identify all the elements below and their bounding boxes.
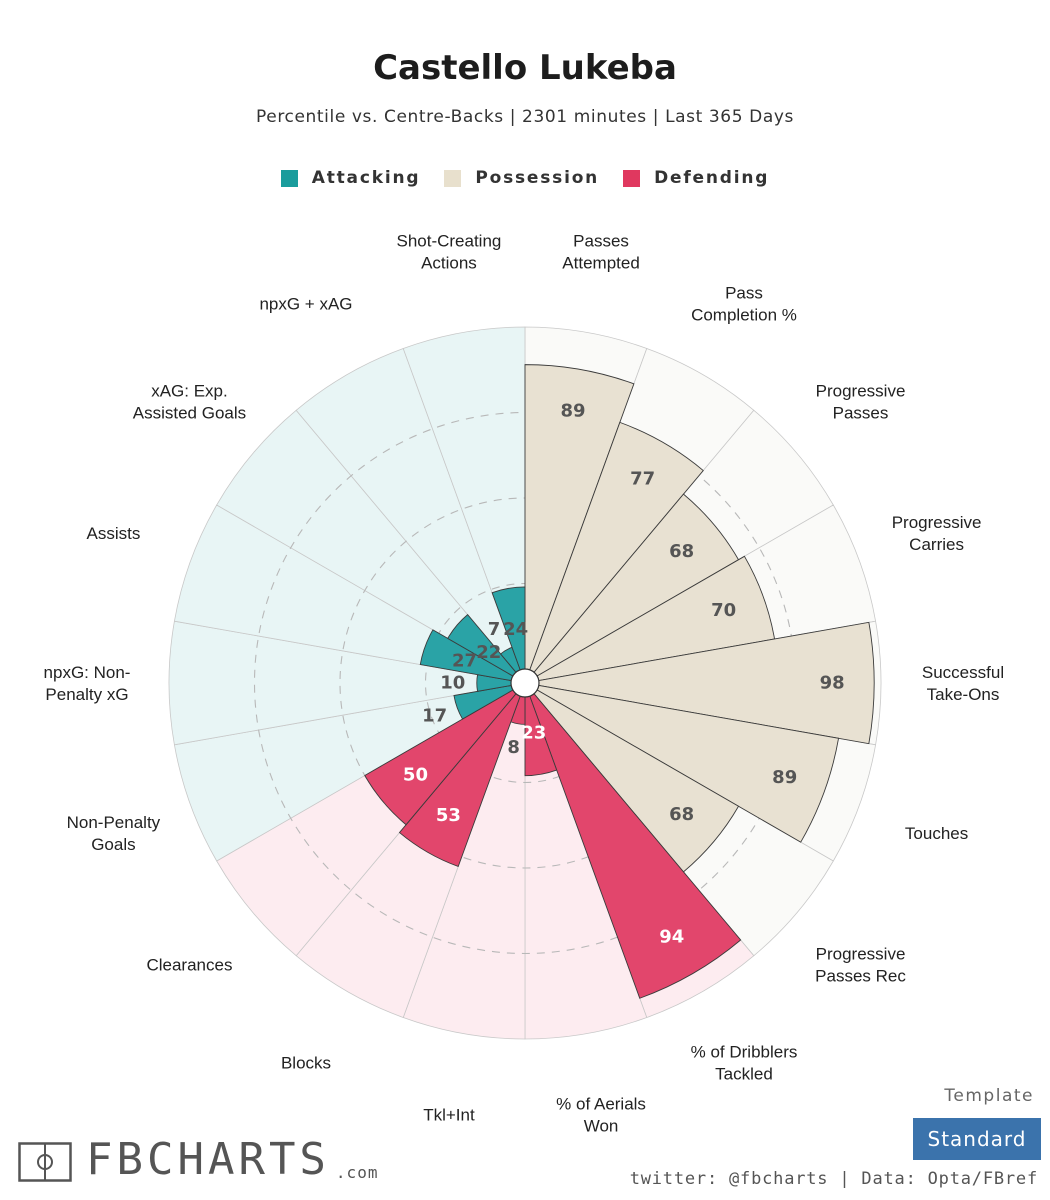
template-badge: Standard xyxy=(913,1118,1041,1160)
fbcharts-logo: FBCHARTS .com xyxy=(18,1138,378,1182)
value-label-npxg-xag: 7 xyxy=(488,619,501,640)
value-label-npxg-non-penalty-xg: 10 xyxy=(440,673,465,694)
legend-item-defending: Defending xyxy=(623,168,769,188)
category-labels: Passes Attempted Pass Completion % Progressi… xyxy=(44,232,1005,1136)
category-label-tkl-int: Tkl+Int xyxy=(423,1105,475,1124)
legend-item-possession: Possession xyxy=(444,168,599,188)
category-label-blocks: Blocks xyxy=(281,1053,331,1072)
category-label-of-dribblers-tackled: % of Dribblers Tackled xyxy=(691,1042,798,1083)
category-label-pass-completion: Pass Completion % xyxy=(691,284,797,325)
value-label-assists: 27 xyxy=(452,650,477,671)
value-label-non-penalty-goals: 17 xyxy=(422,705,447,726)
template-label: Template xyxy=(944,1086,1034,1106)
legend-label-defending: Defending xyxy=(654,168,770,188)
chart-title: Castello Lukeba xyxy=(373,48,677,88)
category-label-progressive-passes: Progressive Passes xyxy=(816,381,906,422)
value-label-tkl-int: 8 xyxy=(507,737,520,758)
logo-text: FBCHARTS xyxy=(86,1134,330,1185)
category-label-npxg-xag: npxG + xAG xyxy=(259,295,352,314)
value-label-blocks: 53 xyxy=(436,805,461,826)
legend-item-attacking: Attacking xyxy=(280,168,421,188)
category-label-assists: Assists xyxy=(86,524,140,543)
legend: Attacking Possession Defending xyxy=(0,168,1050,188)
category-label-non-penalty-goals: Non-Penalty Goals xyxy=(67,813,161,854)
value-label-clearances: 50 xyxy=(403,764,428,785)
value-label-progressive-passes-rec: 68 xyxy=(669,804,694,825)
pitch-icon xyxy=(18,1142,72,1182)
legend-swatch-possession xyxy=(444,169,462,187)
data-credit: twitter: @fbcharts | Data: Opta/FBref xyxy=(629,1169,1038,1189)
legend-label-attacking: Attacking xyxy=(311,168,421,188)
category-label-shot-creating-actions: Shot-Creating Actions xyxy=(396,232,501,273)
category-label-of-aerials-won: % of Aerials Won xyxy=(556,1094,646,1135)
category-label-npxg-non-penalty-xg: npxG: Non-Penalty xG xyxy=(44,663,131,704)
value-label-xag-exp-assisted-goals: 22 xyxy=(476,642,501,663)
chart-subtitle: Percentile vs. Centre-Backs | 2301 minut… xyxy=(256,107,794,127)
category-label-touches: Touches xyxy=(905,824,968,843)
category-label-passes-attempted: Passes Attempted xyxy=(562,232,640,273)
value-label-pass-completion: 77 xyxy=(630,469,655,490)
legend-swatch-attacking xyxy=(280,169,298,187)
value-label-of-dribblers-tackled: 94 xyxy=(659,927,684,948)
category-label-progressive-carries: Progressive Carries xyxy=(892,513,982,554)
value-label-of-aerials-won: 23 xyxy=(521,722,546,743)
category-label-progressive-passes-rec: Progressive Passes Rec xyxy=(815,945,906,986)
category-label-xag-exp-assisted-goals: xAG: Exp. Assisted Goals xyxy=(133,381,246,422)
value-label-passes-attempted: 89 xyxy=(560,400,585,421)
legend-swatch-defending xyxy=(623,169,641,187)
value-label-touches: 89 xyxy=(772,767,797,788)
category-label-clearances: Clearances xyxy=(146,956,232,975)
category-label-successful-take-ons: Successful Take-Ons xyxy=(922,663,1004,704)
logo-suffix: .com xyxy=(335,1163,379,1182)
legend-label-possession: Possession xyxy=(475,168,600,188)
value-bars xyxy=(364,364,875,999)
value-label-progressive-passes: 68 xyxy=(669,541,694,562)
value-label-progressive-carries: 70 xyxy=(711,600,736,621)
value-label-shot-creating-actions: 24 xyxy=(503,619,528,640)
center-hub xyxy=(510,668,540,698)
value-label-successful-take-ons: 98 xyxy=(820,673,845,694)
